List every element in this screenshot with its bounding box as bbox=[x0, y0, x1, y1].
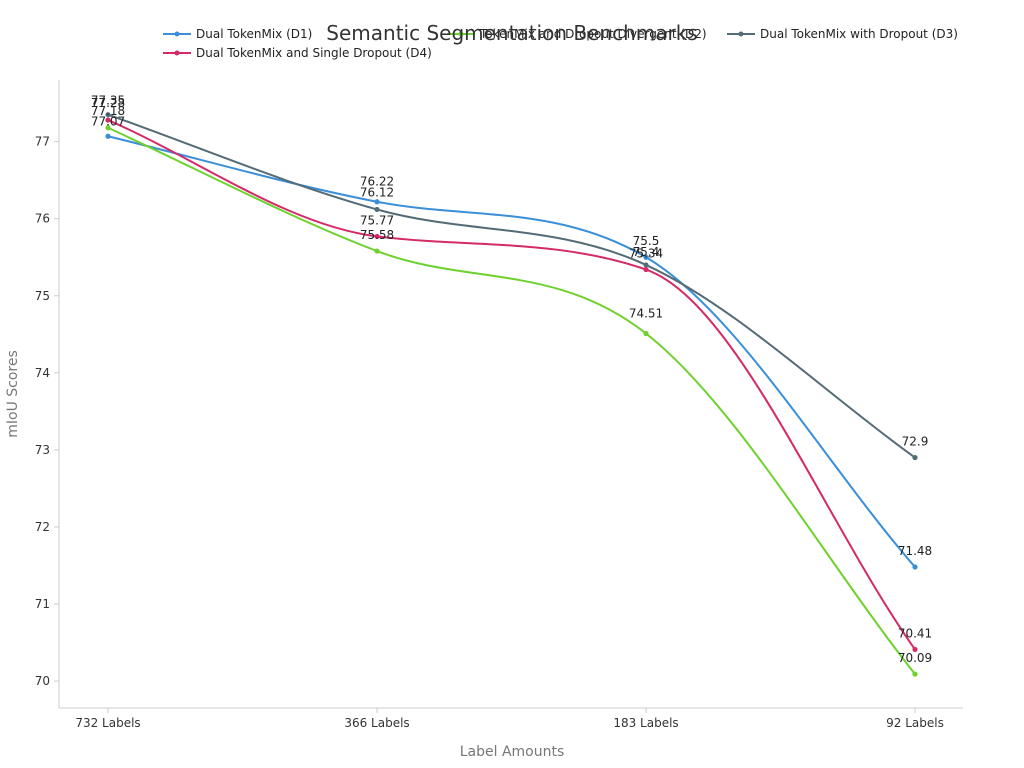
data-label: 74.51 bbox=[629, 307, 663, 321]
x-ticks: 732 Labels 366 Labels 183 Labels 92 Labels bbox=[75, 708, 944, 730]
y-tick-label: 70 bbox=[35, 674, 50, 688]
data-label: 70.09 bbox=[898, 651, 932, 665]
series-lines bbox=[107, 113, 916, 675]
series-points bbox=[105, 112, 918, 677]
data-point bbox=[912, 564, 918, 570]
y-tick-label: 77 bbox=[35, 135, 50, 149]
data-label: 71.48 bbox=[898, 544, 932, 558]
series-line bbox=[107, 113, 916, 459]
axes bbox=[58, 80, 963, 709]
data-point bbox=[105, 125, 111, 131]
legend-label: Dual TokenMix with Dropout (D3) bbox=[760, 27, 958, 41]
y-tick-label: 71 bbox=[35, 597, 50, 611]
data-point bbox=[105, 133, 111, 139]
series-line bbox=[107, 119, 916, 651]
legend-swatch-marker bbox=[738, 31, 744, 37]
data-label: 75.5 bbox=[633, 234, 660, 248]
data-point bbox=[374, 248, 380, 254]
legend-swatch-marker bbox=[174, 50, 180, 56]
data-point bbox=[105, 117, 111, 123]
data-label: 77.28 bbox=[91, 96, 125, 110]
y-tick-label: 73 bbox=[35, 443, 50, 457]
data-label: 77.18 bbox=[91, 104, 125, 118]
x-tick-label: 732 Labels bbox=[75, 716, 140, 730]
y-axis-label: mIoU Scores bbox=[5, 350, 21, 438]
data-point bbox=[912, 454, 918, 461]
series-line bbox=[107, 126, 916, 675]
data-point bbox=[643, 254, 649, 260]
y-tick-label: 74 bbox=[35, 366, 50, 380]
data-label: 77.35 bbox=[91, 94, 125, 108]
legend-label: Dual TokenMix (D1) bbox=[196, 27, 312, 41]
legend-item: Dual TokenMix with Dropout (D3) bbox=[727, 27, 958, 41]
data-label: 76.22 bbox=[360, 175, 394, 189]
data-label: 75.4 bbox=[633, 245, 660, 259]
data-point bbox=[912, 646, 918, 653]
y-tick-label: 72 bbox=[35, 520, 50, 534]
y-tick-label: 75 bbox=[35, 289, 50, 303]
legend: Dual TokenMix (D1) TokenMix and Dropout D… bbox=[163, 27, 958, 60]
data-label: 77.07 bbox=[91, 114, 125, 128]
x-tick-label: 92 Labels bbox=[886, 716, 944, 730]
data-label: 70.41 bbox=[898, 626, 932, 640]
legend-swatch-marker bbox=[174, 31, 180, 37]
data-point bbox=[374, 199, 380, 205]
data-label: 75.34 bbox=[629, 247, 663, 261]
chart-title: Semantic Segmentation Benchmarks bbox=[326, 21, 697, 45]
legend-label: Dual TokenMix and Single Dropout (D4) bbox=[196, 46, 432, 60]
data-label: 76.12 bbox=[360, 185, 394, 199]
legend-item: TokenMix and Dropout Divergent (D2) bbox=[447, 27, 707, 41]
data-point bbox=[643, 262, 649, 268]
y-tick-label: 76 bbox=[35, 212, 50, 226]
data-label: 75.77 bbox=[360, 213, 394, 227]
data-point bbox=[643, 330, 649, 337]
x-tick-label: 183 Labels bbox=[613, 716, 678, 730]
data-point bbox=[374, 233, 380, 240]
series-line bbox=[107, 135, 916, 568]
y-ticks: 70 71 72 73 74 75 76 77 bbox=[35, 135, 59, 688]
data-labels: 77.07 76.22 75.5 71.48 77.18 75.58 74.51 70.09 7… bbox=[91, 94, 932, 665]
data-point bbox=[105, 112, 111, 118]
data-point bbox=[643, 266, 649, 273]
data-point bbox=[374, 206, 380, 213]
data-label: 75.58 bbox=[360, 228, 394, 242]
legend-swatch-marker bbox=[458, 31, 464, 37]
x-axis-label: Label Amounts bbox=[460, 744, 565, 760]
x-tick-label: 366 Labels bbox=[344, 716, 409, 730]
legend-item: Dual TokenMix and Single Dropout (D4) bbox=[163, 46, 432, 60]
legend-label: TokenMix and Dropout Divergent (D2) bbox=[479, 27, 707, 41]
legend-item: Dual TokenMix (D1) bbox=[163, 27, 312, 41]
data-point bbox=[912, 671, 918, 677]
data-label: 72.9 bbox=[902, 435, 929, 449]
